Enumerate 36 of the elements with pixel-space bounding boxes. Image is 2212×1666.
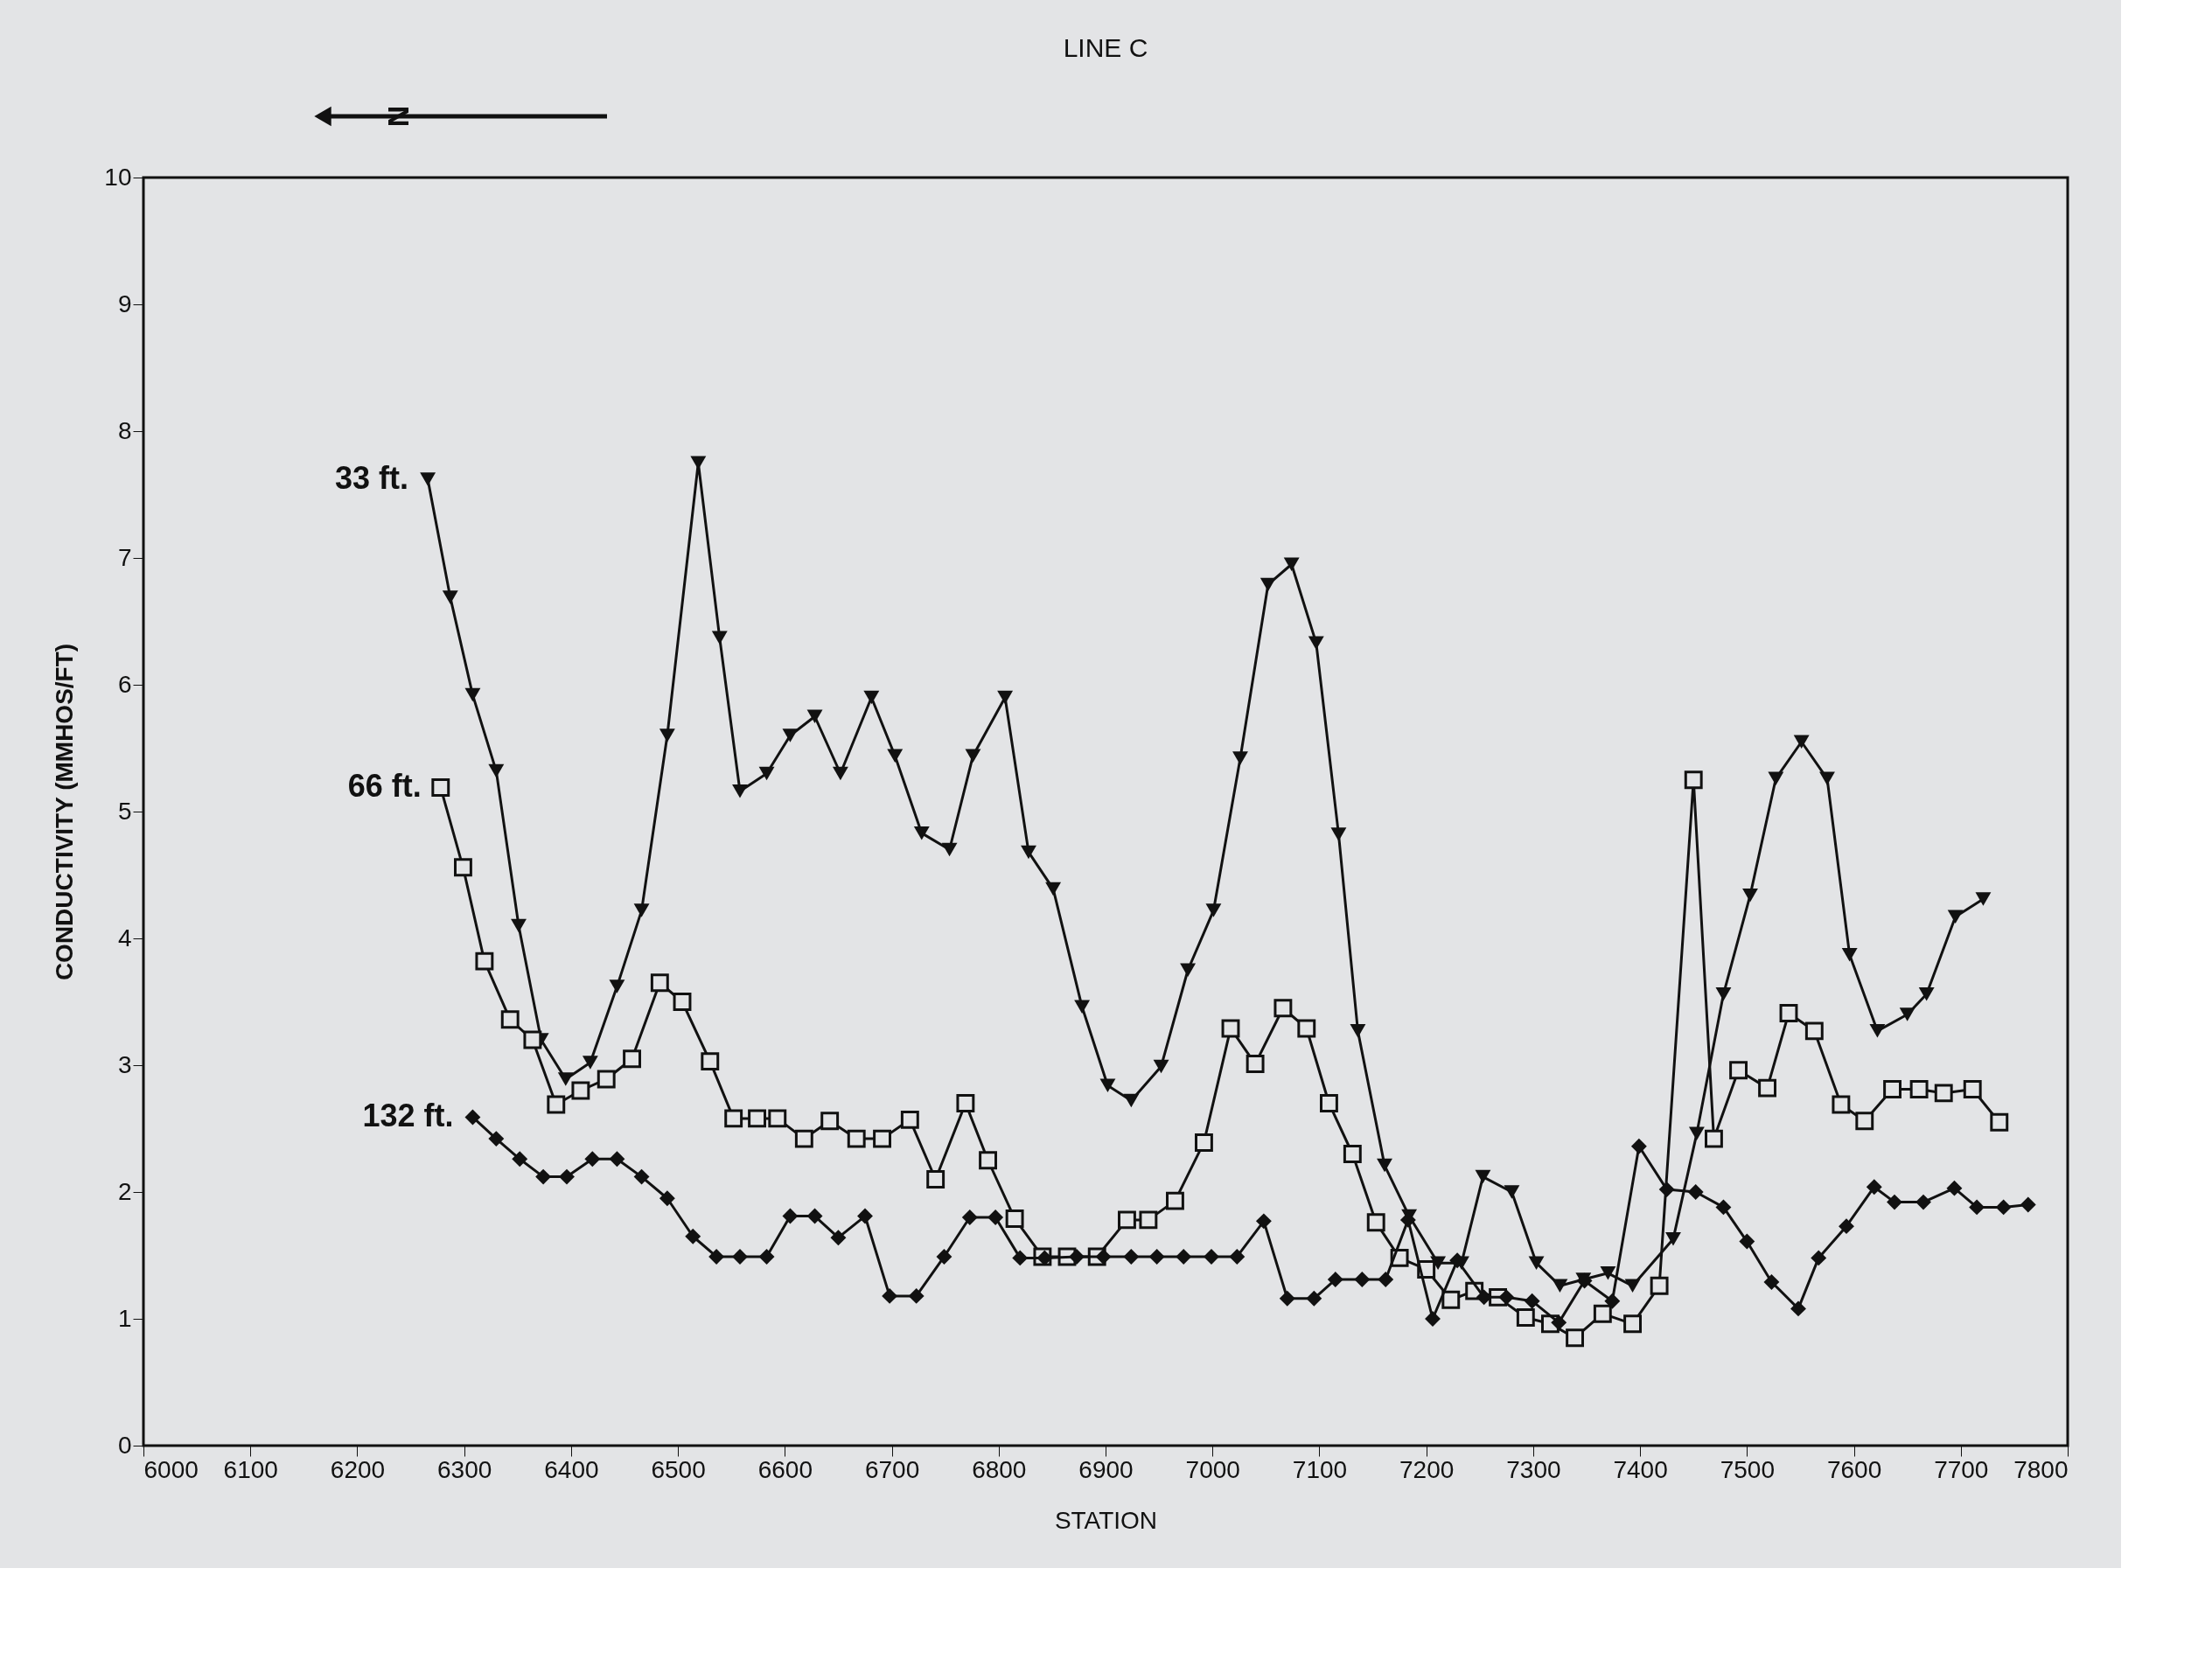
y-tick-label: 1 xyxy=(117,1304,132,1332)
y-tick-label: 6 xyxy=(117,670,132,698)
y-tick-label: 8 xyxy=(117,416,132,444)
x-tick-label: 7600 xyxy=(1826,1455,1882,1483)
x-tick-label: 7100 xyxy=(1292,1455,1348,1483)
x-axis-title: STATION xyxy=(1054,1506,1158,1534)
x-tick-label: 6900 xyxy=(1078,1455,1134,1483)
x-tick-label: 6500 xyxy=(651,1455,706,1483)
series-label: 33 ft. xyxy=(335,460,409,497)
x-tick-label: 7700 xyxy=(1934,1455,1989,1483)
x-tick-label: 7200 xyxy=(1399,1455,1455,1483)
y-tick-label: 4 xyxy=(117,924,132,952)
y-tick-label: 10 xyxy=(104,163,132,191)
x-tick-label: 7800 xyxy=(2013,1455,2069,1483)
series-label: 132 ft. xyxy=(362,1098,454,1134)
chart-title: LINE C xyxy=(1063,32,1148,62)
y-tick-label: 5 xyxy=(117,797,132,825)
series-label: 66 ft. xyxy=(347,768,422,805)
y-tick-label: 2 xyxy=(117,1177,132,1205)
y-tick-label: 3 xyxy=(117,1050,132,1078)
x-tick-label: 6000 xyxy=(143,1455,199,1483)
x-tick-label: 6300 xyxy=(437,1455,492,1483)
y-tick-label: 9 xyxy=(117,289,132,317)
y-tick-label: 7 xyxy=(117,543,132,571)
x-tick-label: 7300 xyxy=(1506,1455,1561,1483)
x-tick-label: 6800 xyxy=(972,1455,1027,1483)
x-tick-label: 6100 xyxy=(223,1455,278,1483)
x-tick-label: 6700 xyxy=(864,1455,920,1483)
x-tick-label: 7400 xyxy=(1613,1455,1668,1483)
y-tick-label: 0 xyxy=(117,1431,132,1459)
x-tick-label: 6600 xyxy=(757,1455,813,1483)
x-tick-label: 6400 xyxy=(544,1455,599,1483)
x-tick-label: 6200 xyxy=(330,1455,386,1483)
x-tick-label: 7000 xyxy=(1185,1455,1240,1483)
x-tick-label: 7500 xyxy=(1720,1455,1775,1483)
y-axis-title: CONDUCTIVITY (MMHOS/FT) xyxy=(51,643,79,981)
